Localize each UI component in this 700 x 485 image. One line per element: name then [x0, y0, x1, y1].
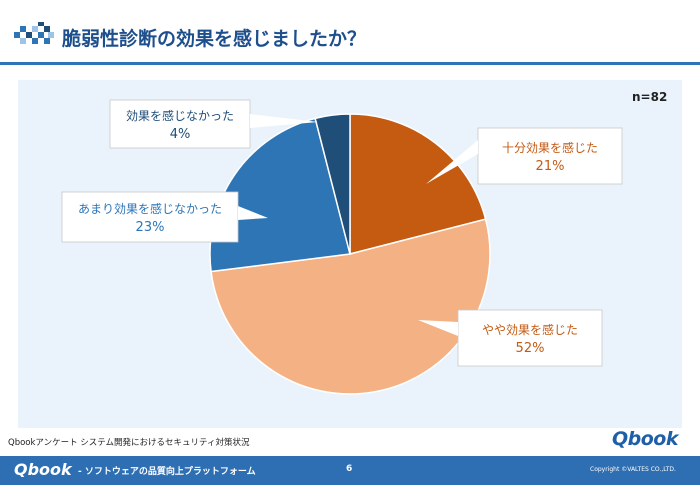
sample-size-label: n=82: [632, 90, 668, 104]
slice-label-3: 効果を感じなかった: [126, 108, 234, 123]
slice-percent-0: 21%: [536, 159, 565, 174]
brand-logo: Qbook: [612, 428, 679, 450]
footer: Qbook - ソフトウェアの品質向上プラットフォーム 6 Copyright …: [0, 456, 700, 485]
slice-percent-2: 23%: [136, 220, 165, 235]
page-title: 脆弱性診断の効果を感じましたか？: [62, 28, 367, 50]
callout-box-3: [109, 99, 251, 149]
pie-chart: 十分効果を感じた 21% やや効果を感じた 52% あまり効果を感じなかった 23% 効果を…: [61, 99, 623, 395]
callout-pointer-0: [426, 140, 478, 184]
slice-label-0: 十分効果を感じた: [502, 140, 598, 155]
copyright: Copyright ©VALTES CO.,LTD.: [590, 466, 676, 473]
pie-slice-2: [209, 117, 351, 273]
callout-pointer-3: [250, 114, 318, 128]
slice-label-2: あまり効果を感じなかった: [78, 201, 222, 216]
slice-percent-3: 4%: [170, 127, 191, 142]
header: 脆弱性診断の効果を感じましたか？: [0, 0, 700, 68]
footer-tagline: - ソフトウェアの品質向上プラットフォーム: [78, 467, 256, 477]
checker-logo-icon: [14, 22, 54, 44]
page-number: 6: [346, 464, 353, 474]
callout-box-1: [457, 309, 603, 367]
footer-logo: Qbook: [14, 460, 72, 479]
callout-box-2: [61, 191, 239, 243]
callout-box-0: [477, 127, 623, 185]
callout-pointer-2: [238, 206, 268, 220]
slice-percent-1: 52%: [516, 341, 545, 356]
callout-pointer-1: [418, 320, 458, 336]
slice-label-1: やや効果を感じた: [482, 322, 578, 337]
pie-slice-3: [314, 113, 351, 255]
pie-slice-0: [349, 113, 487, 255]
header-rule: [0, 62, 700, 65]
source-note: Qbookアンケート システム開発におけるセキュリティ対策状況: [8, 438, 250, 448]
